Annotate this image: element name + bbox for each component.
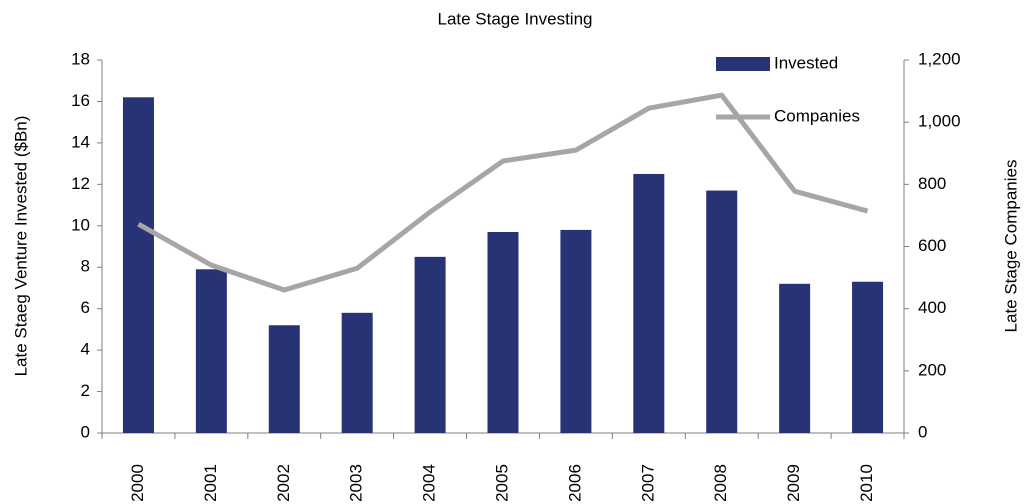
bar: [341, 312, 373, 433]
y-tick-label: 8: [81, 257, 90, 276]
y2-axis-label: Late Stage Companies: [1001, 160, 1020, 333]
x-tick-label: 2010: [857, 464, 876, 502]
bar: [195, 269, 227, 433]
chart-title: Late Stage Investing: [437, 9, 592, 28]
y-tick-label: 16: [71, 91, 90, 110]
x-tick-label: 2007: [638, 464, 657, 502]
y-tick-label: 6: [81, 298, 90, 317]
bar: [122, 97, 154, 434]
x-tick-label: 2001: [201, 464, 220, 502]
x-tick-label: 2002: [274, 464, 293, 502]
x-tick-label: 2004: [420, 464, 439, 502]
y-tick-label: 4: [81, 340, 90, 359]
bar: [414, 256, 446, 433]
legend-label: Companies: [774, 106, 860, 125]
bar: [852, 281, 884, 433]
y-tick-label: 14: [71, 132, 90, 151]
bar: [706, 190, 738, 433]
x-tick-label: 2006: [565, 464, 584, 502]
y-tick-label: 10: [71, 215, 90, 234]
bar: [633, 173, 665, 433]
x-tick-label: 2000: [128, 464, 147, 502]
x-tick-label: 2003: [347, 464, 366, 502]
bar: [487, 231, 519, 433]
legend-swatch: [716, 57, 770, 71]
bar: [560, 229, 592, 433]
x-tick-label: 2005: [492, 464, 511, 502]
x-tick-label: 2009: [784, 464, 803, 502]
y2-tick-label: 800: [918, 174, 946, 193]
bar: [779, 283, 811, 433]
y-axis-label: Late Staeg Venture Invested ($Bn): [11, 116, 30, 377]
y-tick-label: 0: [81, 422, 90, 441]
y2-tick-label: 0: [918, 422, 927, 441]
line: [137, 92, 869, 293]
y-tick-label: 18: [71, 49, 90, 68]
y-tick-label: 12: [71, 174, 90, 193]
y2-tick-label: 1,000: [918, 112, 961, 131]
bar: [268, 325, 300, 433]
y2-tick-label: 400: [918, 298, 946, 317]
legend-label: Invested: [774, 53, 838, 72]
y2-tick-label: 1,200: [918, 49, 961, 68]
x-tick-label: 2008: [711, 464, 730, 502]
y2-tick-label: 600: [918, 236, 946, 255]
y-tick-label: 2: [81, 381, 90, 400]
y2-tick-label: 200: [918, 360, 946, 379]
